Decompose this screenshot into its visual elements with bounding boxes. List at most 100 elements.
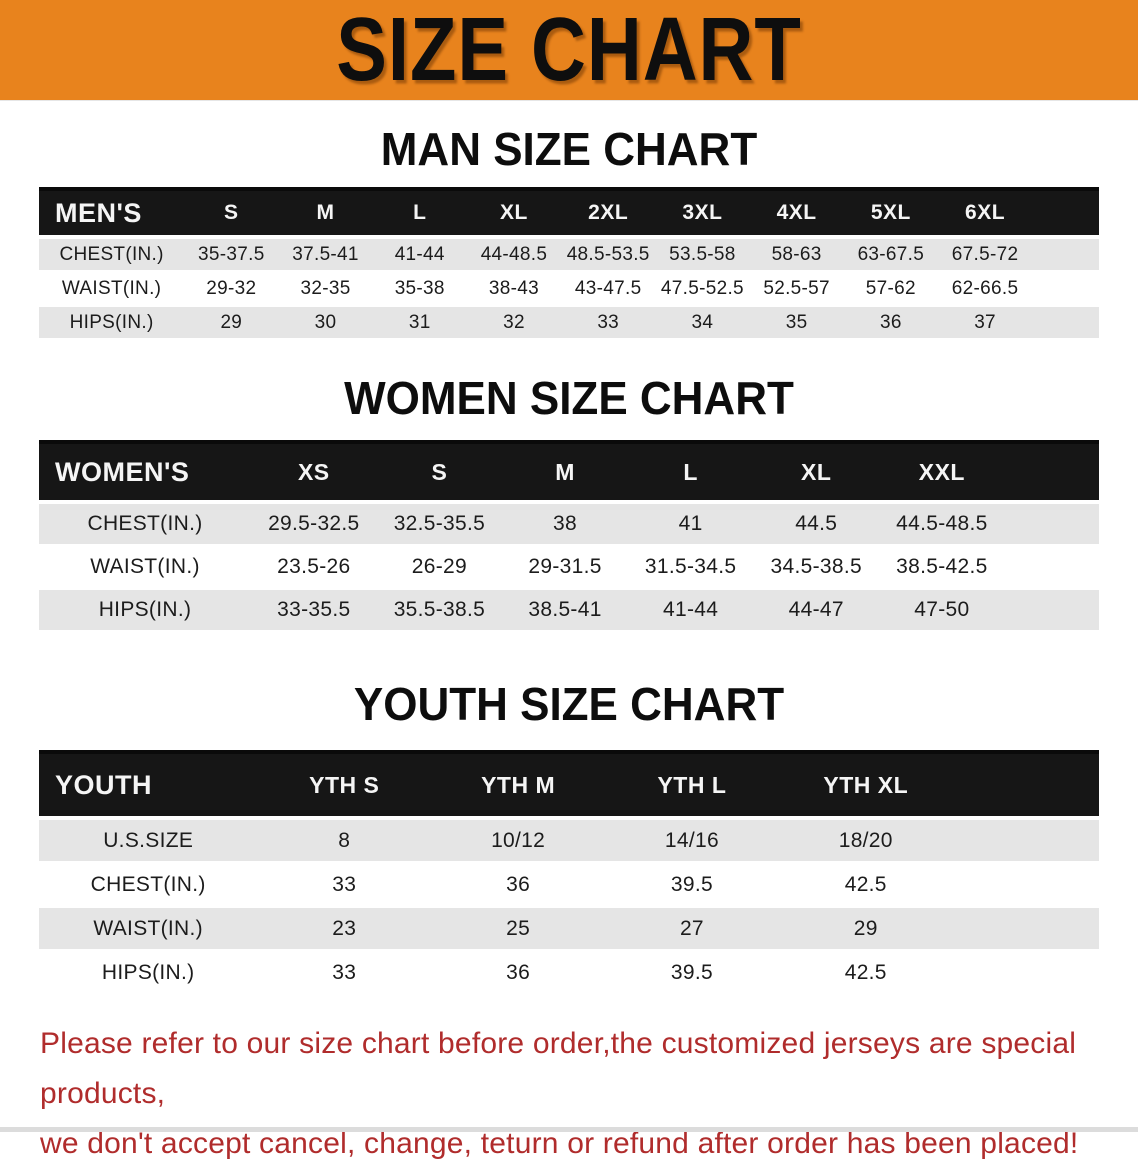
column-header: 4XL xyxy=(749,187,844,239)
size-value: 38.5-42.5 xyxy=(879,544,1005,589)
size-value: 52.5-57 xyxy=(749,270,844,306)
size-value: 38.5-41 xyxy=(502,587,628,630)
size-value: 23.5-26 xyxy=(251,544,377,589)
size-value: 36 xyxy=(431,949,606,993)
row-label: U.S.SIZE xyxy=(39,816,258,863)
size-value: 26-29 xyxy=(376,544,503,589)
size-value: 34 xyxy=(655,304,750,338)
size-value: 48.5-53.5 xyxy=(561,235,656,272)
column-header: M xyxy=(278,187,373,239)
size-value: 33 xyxy=(257,861,432,907)
women-section: WOMEN SIZE CHART WOMEN'S XS S M L XL XXL CHEST(… xyxy=(0,373,1138,630)
table-row: CHEST(IN.) 33 36 39.5 42.5 xyxy=(39,861,1099,907)
size-value: 32 xyxy=(466,304,562,338)
youth-size-table-mount: YOUTH YTH S YTH M YTH L YTH XL U.S.SIZE 8 10/12… xyxy=(0,750,1138,993)
men-size-table-mount: MEN'S S M L XL 2XL 3XL 4XL 5XL 6XL CHEST(IN.) 35-37… xyxy=(0,187,1138,338)
column-header: 2XL xyxy=(561,187,656,239)
size-value: 30 xyxy=(278,304,373,338)
spacer-cell xyxy=(1032,235,1099,272)
notice-line-1: Please refer to our size chart before or… xyxy=(40,1027,1077,1110)
column-header: 3XL xyxy=(655,187,750,239)
row-label: HIPS(IN.) xyxy=(39,304,185,338)
size-value: 29.5-32.5 xyxy=(251,500,377,546)
table-row: WAIST(IN.) 29-32 32-35 35-38 38-43 43-47.5 47.… xyxy=(39,270,1099,306)
spacer-cell xyxy=(952,816,1099,863)
size-value: 39.5 xyxy=(605,949,779,993)
youth-table-header-label: YOUTH xyxy=(39,750,258,820)
row-label: WAIST(IN.) xyxy=(39,270,185,306)
men-table-header-label: MEN'S xyxy=(39,187,185,239)
size-value: 42.5 xyxy=(778,861,953,907)
spacer-cell xyxy=(952,861,1099,907)
row-label: CHEST(IN.) xyxy=(39,861,258,907)
size-value: 47-50 xyxy=(879,587,1005,630)
size-value: 35-38 xyxy=(372,270,467,306)
column-header: 6XL xyxy=(937,187,1033,239)
table-row: WAIST(IN.) 23.5-26 26-29 29-31.5 31.5-34.5 34… xyxy=(39,544,1099,589)
size-value: 18/20 xyxy=(778,816,953,863)
size-value: 34.5-38.5 xyxy=(753,544,880,589)
size-value: 33-35.5 xyxy=(251,587,377,630)
men-section-title: MAN SIZE CHART xyxy=(380,123,758,176)
size-value: 63-67.5 xyxy=(843,235,938,272)
size-value: 33 xyxy=(257,949,432,993)
row-label: HIPS(IN.) xyxy=(39,949,258,993)
column-header: L xyxy=(372,187,467,239)
column-header: S xyxy=(184,187,279,239)
table-row: CHEST(IN.) 29.5-32.5 32.5-35.5 38 41 44.5 44.5… xyxy=(39,500,1099,546)
spacer-cell xyxy=(952,905,1099,951)
table-row: HIPS(IN.) 33 36 39.5 42.5 xyxy=(39,949,1099,993)
size-value: 62-66.5 xyxy=(937,270,1033,306)
size-value: 57-62 xyxy=(843,270,938,306)
size-value: 44.5 xyxy=(753,500,880,546)
column-header: XXL xyxy=(879,440,1005,504)
spacer-cell xyxy=(1004,587,1099,630)
size-value: 41 xyxy=(627,500,754,546)
size-value: 67.5-72 xyxy=(937,235,1033,272)
youth-section-title: YOUTH SIZE CHART xyxy=(353,678,785,731)
footer-notice: Please refer to our size chart before or… xyxy=(40,1019,1138,1169)
size-value: 23 xyxy=(257,905,432,951)
size-value: 29 xyxy=(184,304,279,338)
size-value: 37 xyxy=(937,304,1033,338)
women-size-table-mount: WOMEN'S XS S M L XL XXL CHEST(IN.) 29.5-32.5 32.5… xyxy=(0,440,1138,630)
size-value: 29 xyxy=(778,905,953,951)
table-header-row: YOUTH YTH S YTH M YTH L YTH XL xyxy=(39,750,1099,820)
size-value: 41-44 xyxy=(627,587,754,630)
size-value: 37.5-41 xyxy=(278,235,373,272)
men-section: MAN SIZE CHART MEN'S S M L XL 2XL 3XL 4XL 5XL 6XL… xyxy=(0,123,1138,338)
size-value: 44-47 xyxy=(753,587,880,630)
table-header-row: WOMEN'S XS S M L XL XXL xyxy=(39,440,1099,504)
size-value: 33 xyxy=(561,304,656,338)
row-label: WAIST(IN.) xyxy=(39,544,251,589)
spacer-cell xyxy=(1004,500,1099,546)
table-row: U.S.SIZE 8 10/12 14/16 18/20 xyxy=(39,816,1099,863)
size-value: 27 xyxy=(605,905,779,951)
size-value: 44-48.5 xyxy=(466,235,562,272)
column-header: XL xyxy=(466,187,562,239)
row-label: CHEST(IN.) xyxy=(39,235,185,272)
size-value: 31.5-34.5 xyxy=(627,544,754,589)
size-value: 41-44 xyxy=(372,235,467,272)
size-value: 35 xyxy=(749,304,844,338)
column-header: YTH M xyxy=(431,750,606,820)
size-value: 14/16 xyxy=(605,816,779,863)
column-header: S xyxy=(376,440,503,504)
size-value: 42.5 xyxy=(778,949,953,993)
column-header: XL xyxy=(753,440,880,504)
youth-size-table: YOUTH YTH S YTH M YTH L YTH XL U.S.SIZE 8 10/12… xyxy=(39,750,1099,993)
table-row: HIPS(IN.) 33-35.5 35.5-38.5 38.5-41 41-44 44-… xyxy=(39,587,1099,630)
table-header-row: MEN'S S M L XL 2XL 3XL 4XL 5XL 6XL xyxy=(39,187,1099,239)
row-label: HIPS(IN.) xyxy=(39,587,251,630)
size-value: 35-37.5 xyxy=(184,235,279,272)
size-value: 39.5 xyxy=(605,861,779,907)
size-value: 36 xyxy=(431,861,606,907)
size-value: 38 xyxy=(502,500,628,546)
size-value: 25 xyxy=(431,905,606,951)
column-header: YTH L xyxy=(605,750,779,820)
size-value: 10/12 xyxy=(431,816,606,863)
size-value: 29-31.5 xyxy=(502,544,628,589)
column-header: L xyxy=(627,440,754,504)
column-header: YTH S xyxy=(257,750,432,820)
